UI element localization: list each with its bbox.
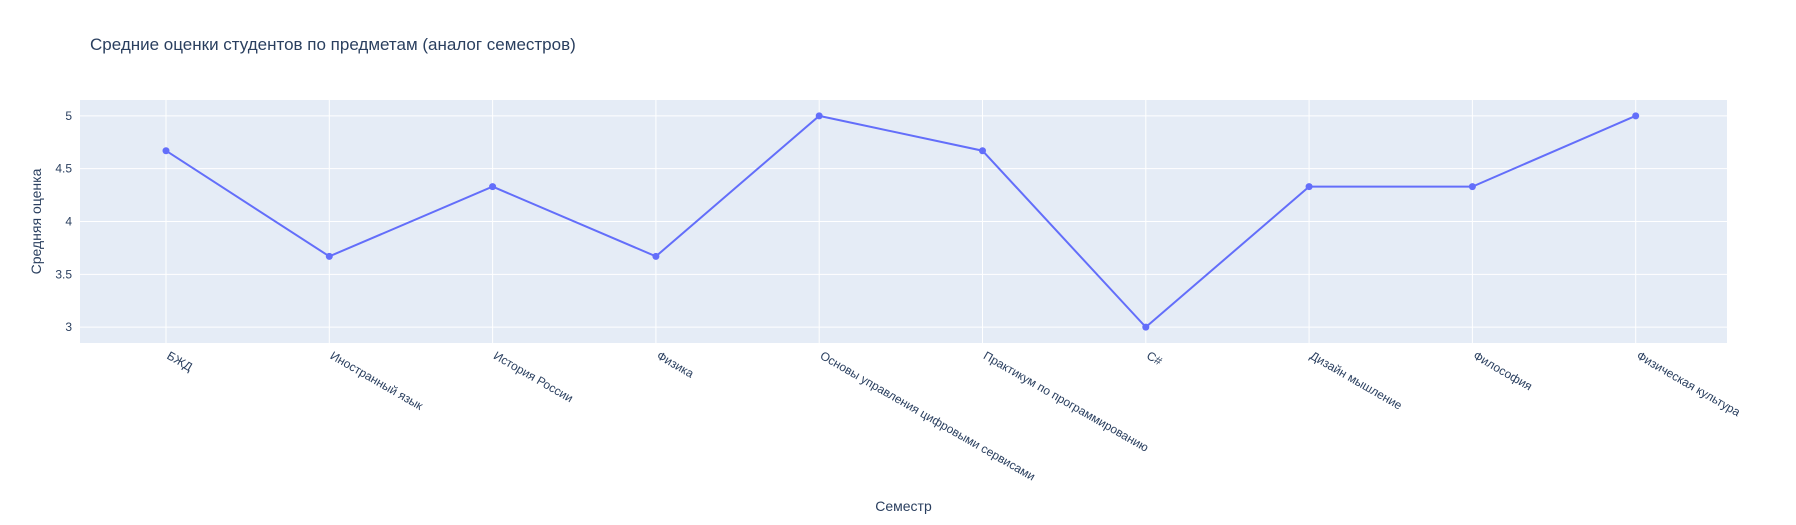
data-point (815, 112, 823, 120)
x-tick-label: БЖД (165, 348, 195, 374)
x-tick-label: C# (1144, 348, 1165, 368)
x-tick-label: Физическая культура (1634, 348, 1743, 419)
x-tick-label: История России (491, 348, 575, 405)
data-point (1632, 112, 1640, 120)
x-tick-label: Иностранный язык (328, 348, 426, 413)
series-line (165, 114, 1637, 329)
x-tick-label: Физика (654, 348, 696, 380)
x-tick-label: Дизайн мышление (1308, 348, 1405, 412)
data-point (652, 252, 660, 260)
x-tick-label: Философия (1471, 348, 1535, 393)
data-point (1142, 323, 1150, 331)
data-point (979, 147, 986, 155)
y-tick-label: 5 (65, 109, 72, 123)
y-tick-label: 4 (65, 215, 72, 229)
x-axis-title: Семестр (875, 498, 932, 514)
y-tick-label: 3.5 (55, 267, 72, 281)
y-tick-label: 4.5 (55, 162, 72, 176)
y-axis-ticks: 3 3.5 4 4.5 5 (55, 109, 72, 334)
data-point (1305, 183, 1313, 191)
x-axis-ticks: БЖД Иностранный язык История России Физика О… (165, 348, 1744, 483)
data-point (1468, 183, 1476, 191)
chart-title: Средние оценки студентов по предметам (а… (90, 35, 576, 54)
data-point (162, 147, 170, 155)
y-tick-label: 3 (65, 320, 72, 334)
data-point (489, 183, 497, 191)
series (162, 112, 1640, 331)
data-point (325, 252, 333, 260)
grid (80, 100, 1727, 343)
y-axis-title: Средняя оценка (28, 168, 44, 274)
x-tick-label: Практикум по программированию (981, 348, 1151, 454)
